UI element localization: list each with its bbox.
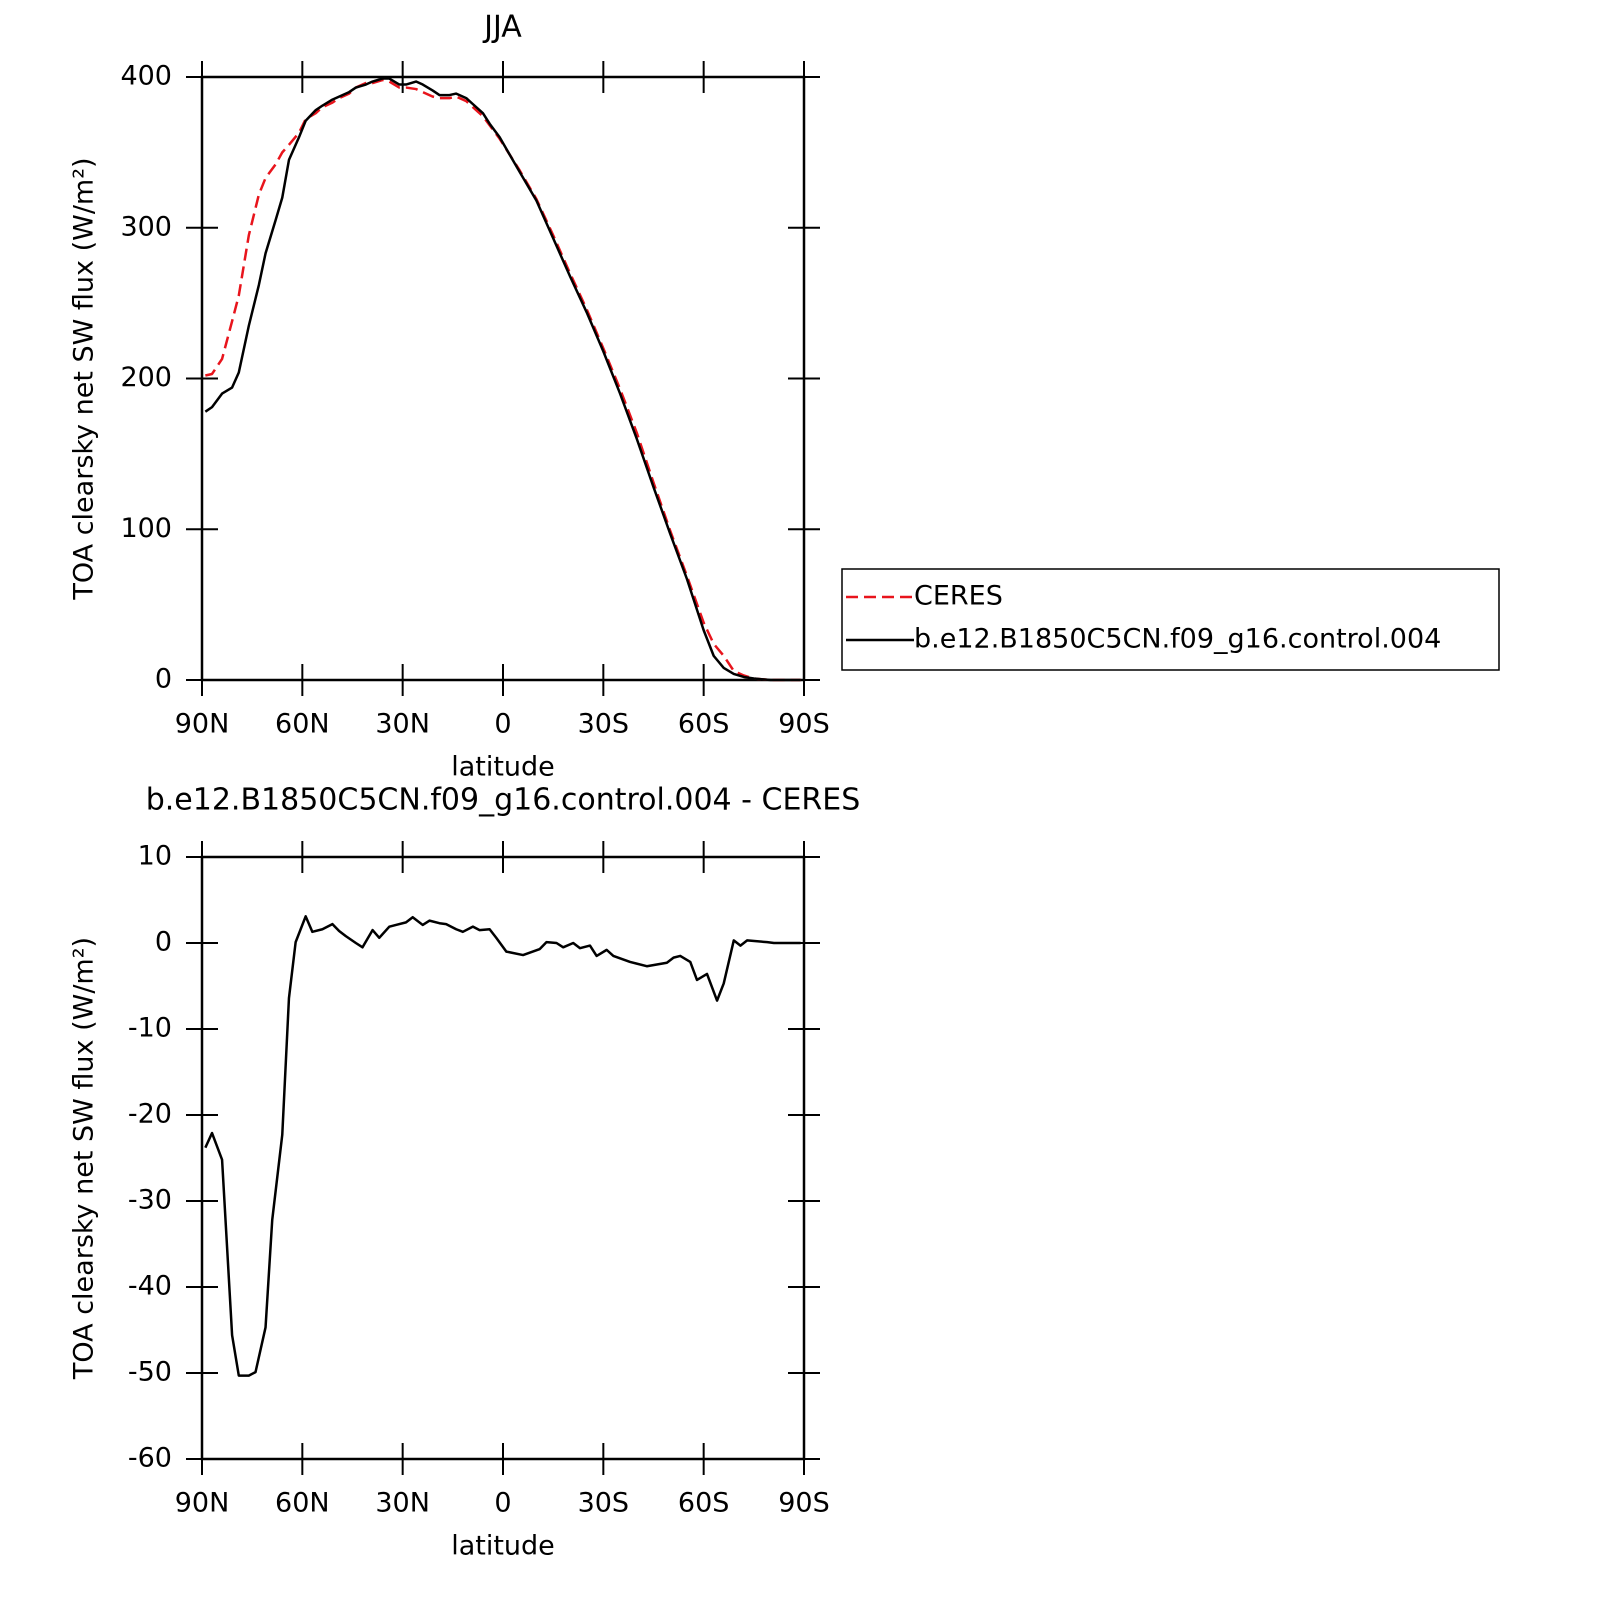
x-axis-label: latitude [451,752,555,783]
x-tick-label: 30S [578,709,630,740]
y-tick-label: 10 [138,841,172,872]
data-line [204,77,801,682]
y-tick-label: 200 [120,362,172,393]
y-tick-label: -40 [128,1271,172,1302]
x-tick-label: 90S [778,1488,830,1519]
plot-frame [200,855,806,1461]
legend-label: b.e12.B1850C5CN.f09_g16.control.004 [914,624,1441,655]
y-axis-label: TOA clearsky net SW flux (W/m²) [69,937,100,1380]
x-tick-label: 60N [275,709,330,740]
x-tick-label: 90N [175,709,230,740]
chart-title: JJA [482,10,522,45]
y-tick-label: 0 [155,664,172,695]
x-tick-label: 30N [375,709,430,740]
data-line [204,915,801,1377]
data-line [205,78,801,682]
x-tick-label: 30S [578,1488,630,1519]
x-tick-label: 60S [678,1488,730,1519]
plot-frame [200,75,806,682]
y-tick-label: -10 [128,1013,172,1044]
x-tick-label: 90N [175,1488,230,1519]
legend-label: CERES [914,581,1003,612]
x-tick-label: 0 [494,1488,511,1519]
x-tick-label: 60N [275,1488,330,1519]
y-axis-label: TOA clearsky net SW flux (W/m²) [69,157,100,600]
x-tick-label: 30N [375,1488,430,1519]
y-tick-label: 400 [120,61,172,92]
y-tick-label: 0 [155,927,172,958]
x-tick-label: 60S [678,709,730,740]
y-tick-label: -30 [128,1185,172,1216]
chart-title: b.e12.B1850C5CN.f09_g16.control.004 - CE… [146,783,861,818]
y-tick-label: -20 [128,1099,172,1130]
x-axis-label: latitude [451,1531,555,1562]
x-tick-label: 90S [778,709,830,740]
y-tick-label: -50 [128,1357,172,1388]
legend-box [841,568,1500,671]
y-tick-label: -60 [128,1443,172,1474]
x-tick-label: 0 [494,709,511,740]
y-tick-label: 100 [120,513,172,544]
y-tick-label: 300 [120,211,172,242]
